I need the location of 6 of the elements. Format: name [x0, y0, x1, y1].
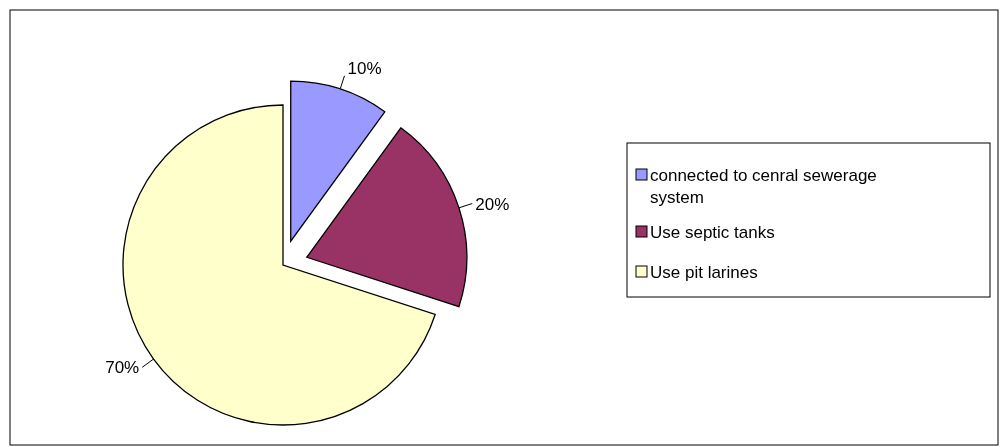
data-label: 70% — [105, 358, 140, 378]
data-label: 10% — [347, 58, 382, 78]
data-label: 20% — [475, 194, 510, 214]
legend-label: connected to cenral sewerage system — [650, 166, 877, 207]
legend-label: Use septic tanks — [650, 223, 775, 242]
legend-label: Use pit larines — [650, 263, 758, 282]
